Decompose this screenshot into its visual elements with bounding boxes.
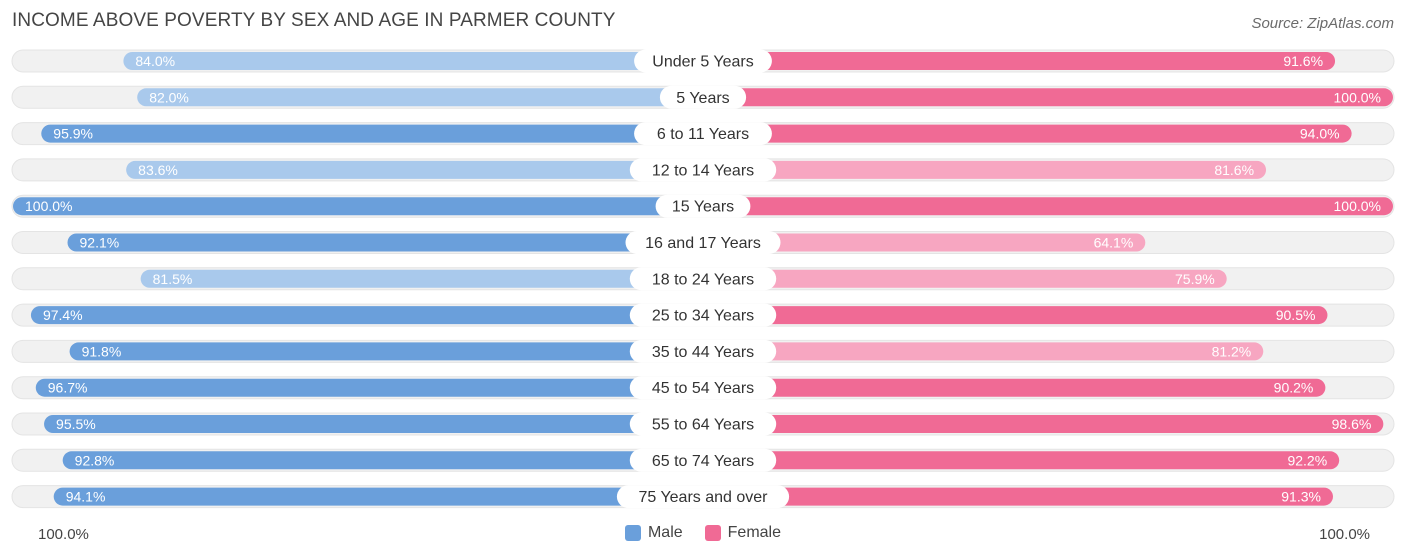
category-label: 35 to 44 Years xyxy=(652,344,754,361)
female-value-label: 100.0% xyxy=(1334,89,1381,105)
category-pill xyxy=(625,231,781,254)
female-value-label: 94.0% xyxy=(1300,126,1340,142)
female-bar xyxy=(703,160,1267,179)
legend: Male Female xyxy=(0,524,1406,542)
male-value-label: 83.6% xyxy=(138,162,178,178)
male-bar xyxy=(137,88,703,107)
category-pill xyxy=(629,267,777,291)
category-label: Under 5 Years xyxy=(652,54,753,71)
category-pill xyxy=(634,49,772,73)
female-bar xyxy=(703,342,1264,361)
female-value-label: 75.9% xyxy=(1175,271,1215,287)
category-label: 16 and 17 Years xyxy=(645,235,761,252)
male-bar xyxy=(67,233,703,252)
axis-right-label: 100.0% xyxy=(1319,526,1370,543)
category-pill xyxy=(629,158,777,182)
female-bar xyxy=(703,306,1328,325)
male-value-label: 82.0% xyxy=(149,89,189,105)
source-label: Source: ZipAtlas.com xyxy=(1251,15,1394,32)
category-label: 75 Years and over xyxy=(639,489,769,506)
male-value-label: 94.1% xyxy=(66,489,106,505)
chart-title: INCOME ABOVE POVERTY BY SEX AND AGE IN P… xyxy=(12,10,616,31)
female-value-label: 91.3% xyxy=(1281,489,1321,505)
male-bar xyxy=(126,160,703,179)
legend-item-male[interactable]: Male xyxy=(624,524,683,542)
male-value-label: 81.5% xyxy=(153,271,193,287)
category-label: 12 to 14 Years xyxy=(652,162,754,179)
female-bar xyxy=(703,233,1146,252)
category-pill xyxy=(629,412,777,436)
male-bar xyxy=(41,124,704,143)
female-value-label: 81.6% xyxy=(1214,162,1254,178)
male-bar xyxy=(140,269,703,288)
legend-female-label: Female xyxy=(727,524,782,541)
female-value-label: 100.0% xyxy=(1334,198,1381,214)
category-pill xyxy=(616,485,790,509)
category-pill xyxy=(629,376,777,400)
female-bar xyxy=(703,52,1336,70)
legend-item-female[interactable]: Female xyxy=(704,524,782,542)
category-pill xyxy=(629,303,777,327)
category-label: 65 to 74 Years xyxy=(652,453,754,470)
female-bar xyxy=(703,487,1333,506)
female-value-label: 90.5% xyxy=(1276,307,1316,323)
female-value-label: 98.6% xyxy=(1332,416,1372,432)
female-bar xyxy=(703,378,1326,397)
category-label: 15 Years xyxy=(672,199,734,216)
female-value-label: 91.6% xyxy=(1283,53,1323,69)
category-pill xyxy=(655,194,751,218)
category-label: 25 to 34 Years xyxy=(652,308,754,325)
male-value-label: 100.0% xyxy=(25,198,72,214)
male-value-label: 92.8% xyxy=(75,452,115,468)
category-label: 45 to 54 Years xyxy=(652,380,754,397)
male-value-label: 97.4% xyxy=(43,307,83,323)
male-bar xyxy=(69,342,703,361)
male-bar xyxy=(44,415,704,433)
male-bar xyxy=(62,451,704,470)
legend-male-label: Male xyxy=(647,524,683,541)
male-value-label: 84.0% xyxy=(135,53,175,69)
male-value-label: 95.5% xyxy=(56,416,96,432)
female-value-label: 64.1% xyxy=(1094,235,1134,251)
female-value-label: 92.2% xyxy=(1287,452,1327,468)
category-label: 18 to 24 Years xyxy=(652,271,754,288)
category-pill xyxy=(629,448,777,472)
male-swatch-icon xyxy=(624,525,641,541)
axis-left-label: 100.0% xyxy=(38,526,89,543)
female-bar xyxy=(703,415,1384,433)
female-bar xyxy=(703,88,1393,107)
male-value-label: 91.8% xyxy=(82,343,122,359)
category-pill xyxy=(634,122,772,146)
category-pill xyxy=(659,85,747,109)
male-bar xyxy=(53,487,703,506)
category-pill xyxy=(629,339,777,363)
male-value-label: 96.7% xyxy=(48,380,88,396)
female-value-label: 81.2% xyxy=(1212,343,1252,359)
category-label: 5 Years xyxy=(676,90,729,107)
female-bar xyxy=(703,269,1227,288)
female-bar xyxy=(703,197,1393,216)
category-label: 55 to 64 Years xyxy=(652,417,754,434)
male-bar xyxy=(123,52,703,70)
female-bar xyxy=(703,451,1340,470)
category-label: 6 to 11 Years xyxy=(657,126,749,143)
male-value-label: 95.9% xyxy=(53,126,93,142)
male-bar xyxy=(35,378,703,397)
female-swatch-icon xyxy=(704,525,721,541)
male-bar xyxy=(13,197,703,216)
male-value-label: 92.1% xyxy=(80,235,120,251)
female-bar xyxy=(703,124,1352,143)
male-bar xyxy=(30,306,703,325)
female-value-label: 90.2% xyxy=(1274,380,1314,396)
chart-canvas: 84.0% 91.6% Under 5 Years 82.0% 100.0% 5 Year… xyxy=(11,49,1395,509)
